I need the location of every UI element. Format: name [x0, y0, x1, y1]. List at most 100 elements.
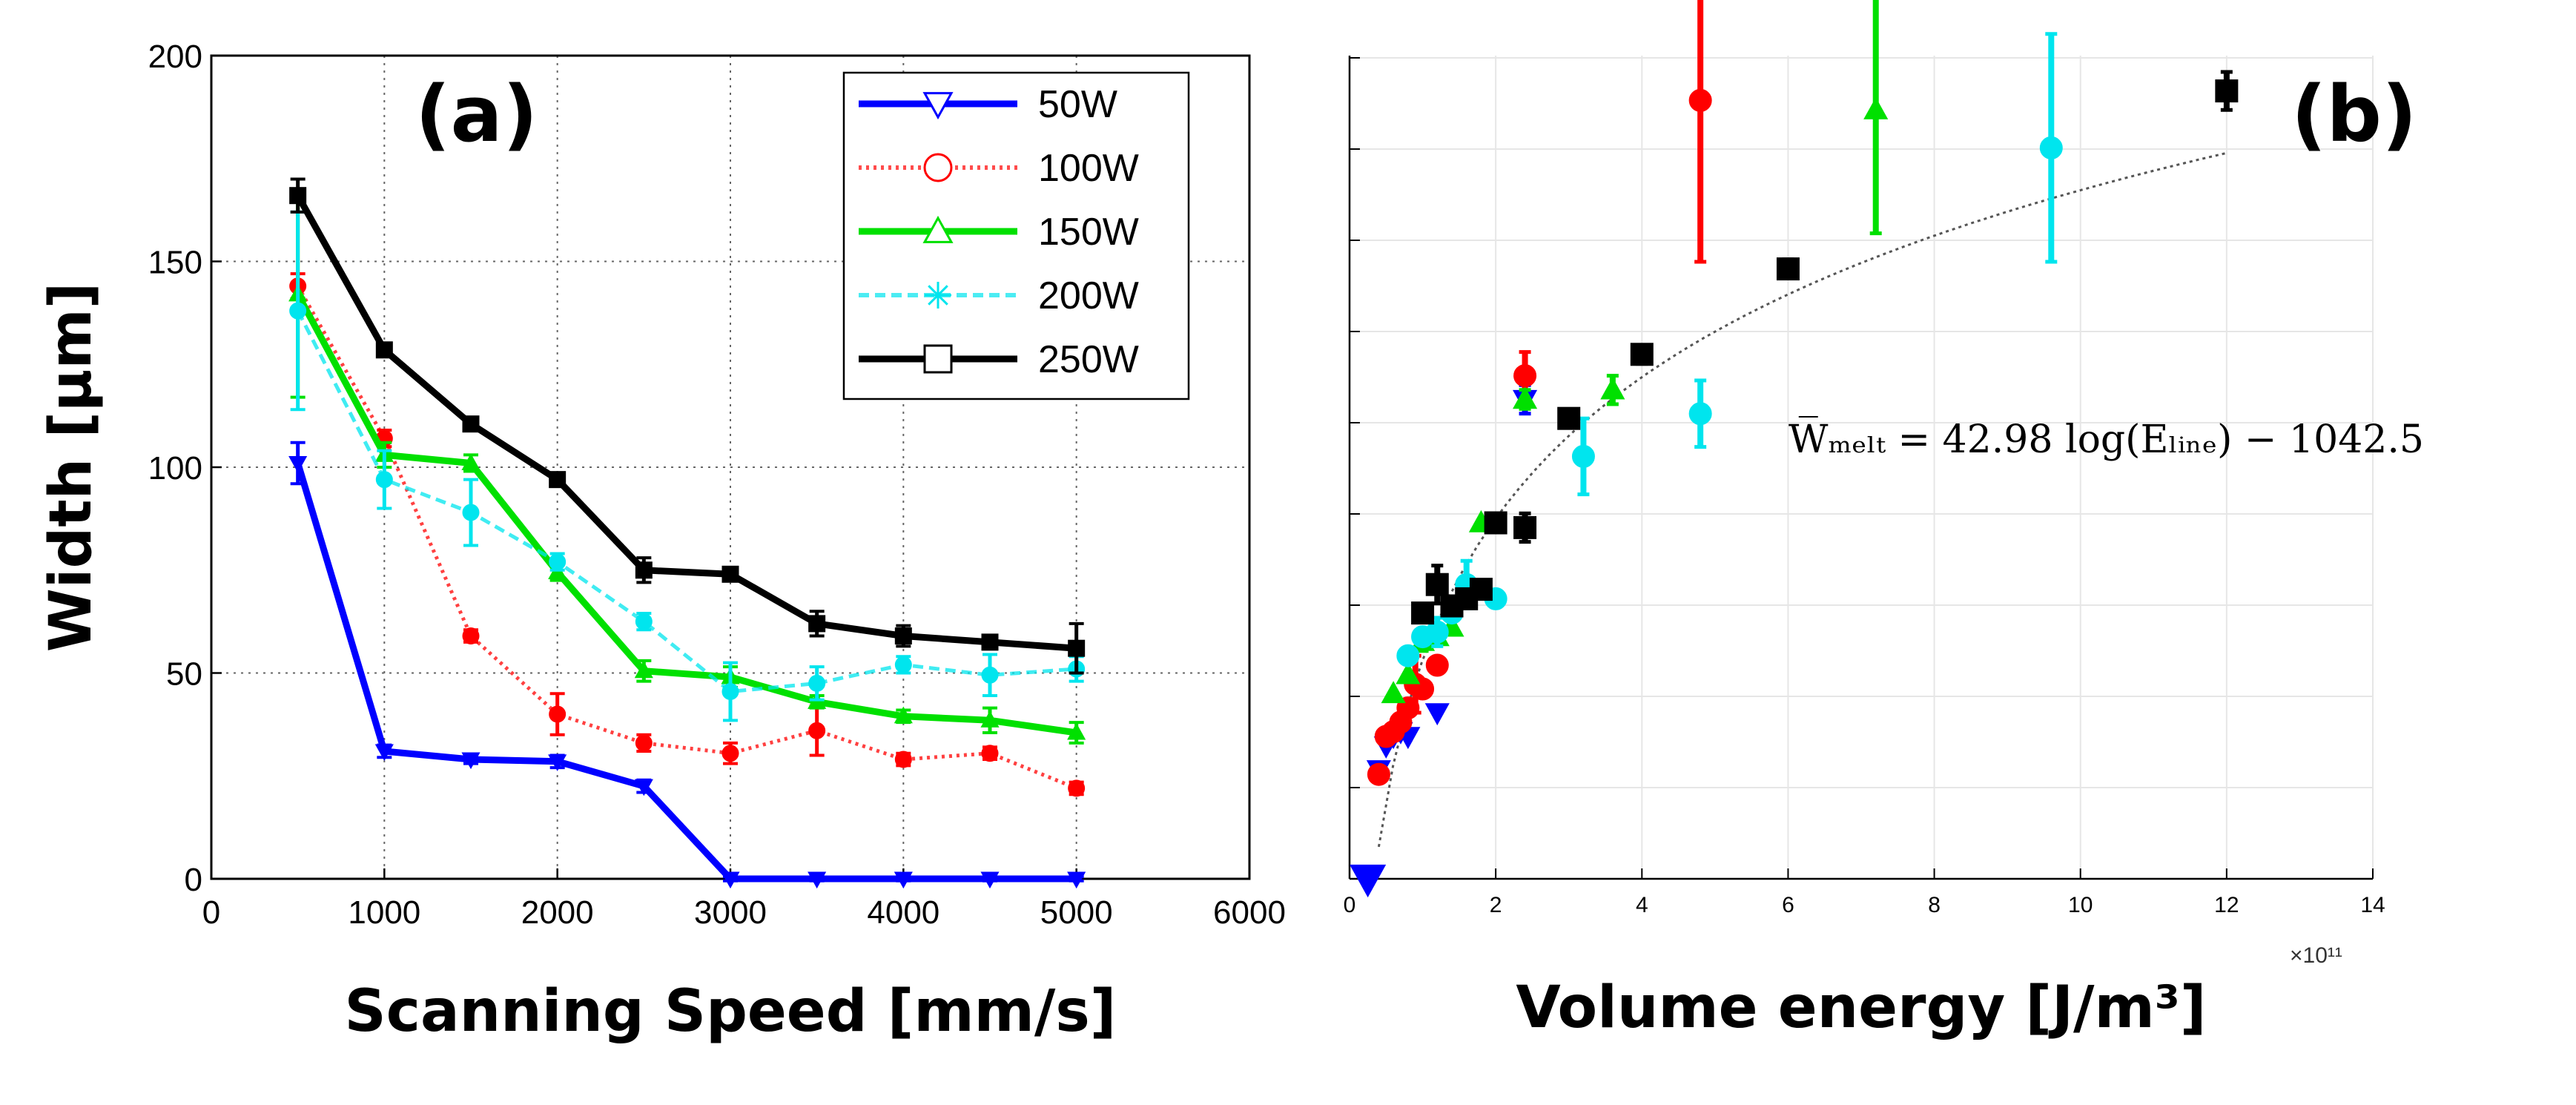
chart-a-ytick-label: 100 — [148, 450, 202, 486]
chart-a-point-100w — [808, 722, 826, 739]
chart-b-point-250w — [1411, 601, 1435, 625]
chart-b-xtick-label: 12 — [2214, 893, 2239, 917]
chart-b-point-100w — [1425, 653, 1449, 677]
chart-b-point-250w — [1469, 578, 1493, 601]
chart-b-xtick-label: 2 — [1490, 893, 1502, 917]
chart-a-legend-label-100w: 100W — [1038, 147, 1139, 190]
chart-a-point-250w — [1068, 639, 1086, 657]
chart-b-point-150w — [1513, 386, 1538, 409]
chart-a-legend: 50W 100W 150W 200W 250W — [842, 71, 1190, 400]
chart-a-series-200w — [289, 210, 1086, 722]
chart-a-ticks: 0 1000 2000 3000 4000 5000 6000 0 50 100 150 200 — [148, 39, 1286, 931]
chart-b-panel-label: (b) — [2291, 69, 2417, 159]
chart-a-point-250w — [635, 561, 653, 579]
chart-b-point-250w — [1513, 515, 1537, 539]
chart-b-point-250w — [1484, 511, 1507, 535]
chart-b-point-200w — [1425, 620, 1449, 644]
chart-a-point-200w — [462, 504, 480, 521]
chart-a-point-200w — [981, 666, 999, 684]
chart-b-series — [1350, 0, 2239, 898]
chart-a-line-250w — [294, 194, 1077, 652]
chart-a-point-50w — [980, 871, 1000, 889]
chart-a-point-100w — [549, 705, 567, 723]
chart-b-point-200w — [2039, 136, 2063, 159]
chart-b-point-50w — [1350, 864, 1387, 898]
chart-a-xtick-label: 5000 — [1040, 894, 1113, 931]
chart-a-point-100w — [635, 734, 653, 752]
chart-a-panel-label: (a) — [415, 69, 538, 159]
chart-b-point-250w — [1425, 573, 1449, 596]
chart-a-point-250w — [375, 341, 393, 359]
chart-a-point-50w — [894, 871, 913, 889]
chart-a: 0 1000 2000 3000 4000 5000 6000 0 50 100 150 200 (a… — [38, 39, 1286, 1045]
chart-b-point-250w — [2215, 79, 2239, 103]
chart-a-ytick-label: 200 — [148, 39, 202, 75]
chart-b-point-250w — [1776, 257, 1800, 281]
chart-a-legend-marker-200w-stroke — [928, 285, 948, 306]
chart-b-point-150w — [1381, 681, 1406, 704]
chart-a-point-250w — [462, 415, 480, 433]
chart-a-ytick-label: 150 — [148, 245, 202, 281]
chart-a-ytick-label: 0 — [185, 862, 202, 898]
chart-b-point-100w — [1688, 88, 1712, 112]
chart-b: 0 2 4 6 8 10 12 14 ×10¹¹ (b) W̅ₘₑₗₜ = 42.98 log… — [1344, 0, 2424, 1041]
chart-a-point-100w — [894, 751, 912, 768]
chart-b-xtick-label: 0 — [1344, 893, 1356, 917]
chart-a-point-150w — [894, 706, 913, 724]
chart-a-point-50w — [808, 871, 827, 889]
chart-a-legend-box — [842, 71, 1190, 400]
chart-b-xtick-label: 8 — [1928, 893, 1941, 917]
chart-a-point-200w — [549, 553, 567, 571]
chart-a-point-100w — [462, 627, 480, 645]
chart-a-point-200w — [635, 613, 653, 630]
chart-a-legend-label-200w: 200W — [1038, 274, 1139, 317]
chart-a-point-250w — [289, 187, 307, 205]
chart-a-point-250w — [808, 615, 826, 633]
chart-b-fit-equation: W̅ₘₑₗₜ = 42.98 log(Eₗᵢₙₑ) − 1042.5 — [1789, 415, 2424, 462]
chart-a-line-200w — [296, 309, 1077, 693]
chart-a-line-50w — [294, 462, 1077, 883]
chart-a-point-200w — [289, 302, 307, 320]
chart-b-point-200w — [1571, 444, 1595, 468]
chart-a-legend-marker-250w — [923, 344, 953, 374]
chart-a-point-100w — [981, 745, 999, 762]
chart-b-series-250w — [1411, 70, 2239, 625]
chart-b-grid — [1350, 56, 2374, 879]
chart-a-point-50w — [548, 754, 567, 771]
chart-a-point-50w — [634, 779, 653, 796]
chart-a-point-250w — [721, 565, 739, 583]
chart-a-xlabel: Scanning Speed [mm/s] — [345, 978, 1117, 1045]
chart-a-point-250w — [894, 627, 912, 645]
chart-a-xtick-label: 1000 — [348, 894, 420, 931]
chart-a-point-250w — [549, 471, 567, 489]
chart-a-xtick-label: 2000 — [521, 894, 594, 931]
chart-a-point-200w — [894, 656, 912, 673]
chart-b-point-200w — [1688, 402, 1712, 426]
chart-b-xtick-label: 14 — [2360, 893, 2385, 917]
chart-a-point-200w — [375, 471, 393, 489]
chart-b-point-50w — [1424, 703, 1450, 726]
chart-a-legend-marker-100w — [923, 153, 953, 182]
chart-a-point-50w — [461, 752, 480, 770]
chart-b-point-250w — [1557, 406, 1581, 430]
chart-a-point-100w — [1068, 779, 1086, 797]
chart-b-point-150w — [1600, 377, 1625, 400]
chart-a-series-250w — [289, 177, 1086, 675]
chart-a-point-200w — [808, 674, 826, 692]
chart-b-point-250w — [1630, 343, 1654, 366]
chart-a-point-150w — [980, 710, 1000, 728]
chart-a-point-100w — [721, 745, 739, 762]
chart-a-xtick-label: 0 — [202, 894, 220, 931]
chart-a-point-50w — [721, 871, 740, 889]
chart-b-point-200w — [1396, 644, 1420, 667]
chart-a-point-250w — [981, 633, 999, 651]
chart-a-series — [288, 177, 1086, 889]
chart-a-line-150w — [294, 292, 1077, 736]
chart-a-xtick-label: 6000 — [1213, 894, 1286, 931]
chart-a-legend-label-250w: 250W — [1038, 338, 1139, 381]
chart-a-point-200w — [721, 682, 739, 700]
chart-b-xtick-label: 10 — [2068, 893, 2093, 917]
chart-a-series-50w — [288, 441, 1086, 889]
chart-a-xtick-label: 3000 — [694, 894, 767, 931]
